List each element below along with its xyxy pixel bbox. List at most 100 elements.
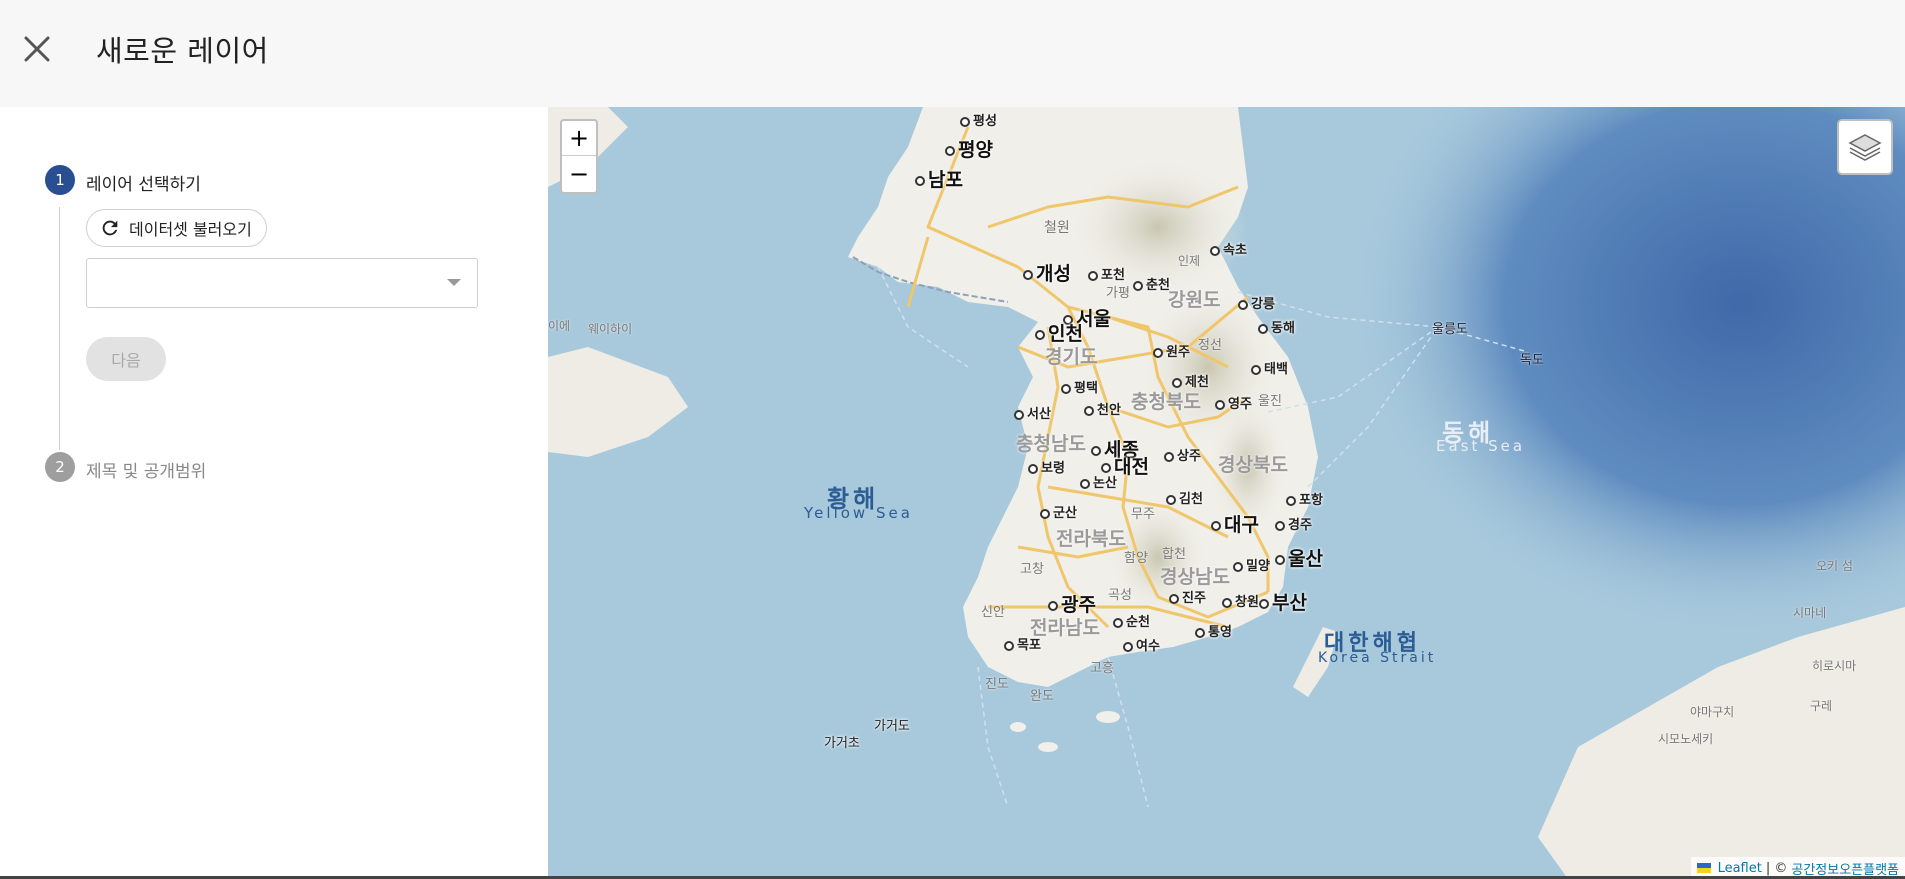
ukraine-flag-icon <box>1696 863 1711 873</box>
map-label: 태백 <box>1251 358 1288 377</box>
step-2-label: 제목 및 공개범위 <box>86 462 207 482</box>
map-label: 인천 <box>1035 319 1083 346</box>
map-label: 고창 <box>1020 562 1044 577</box>
map-label: 평양 <box>945 135 993 162</box>
map-label: 밀양 <box>1233 555 1270 574</box>
map-label: 시모노세키 <box>1658 732 1714 746</box>
map-label: 인제 <box>1178 254 1201 268</box>
load-dataset-label: 데이터셋 불러오기 <box>129 220 252 239</box>
leaflet-link[interactable]: Leaflet <box>1717 860 1762 876</box>
map-label: 남포 <box>915 165 963 192</box>
map-label: 포항 <box>1286 489 1323 508</box>
map-label: 경기도 <box>1045 346 1098 368</box>
map-label: 동해 <box>1442 419 1495 447</box>
step-connector-line <box>59 207 60 450</box>
map-label: 부산 <box>1259 588 1307 615</box>
provider-link[interactable]: 공간정보오픈플랫폼 <box>1791 862 1899 878</box>
step-2-number: 2 <box>45 452 75 482</box>
zoom-out-button[interactable]: − <box>568 159 590 188</box>
map-label: 진주 <box>1169 587 1206 606</box>
step-1-label: 레이어 선택하기 <box>86 175 201 195</box>
map-label: 원주 <box>1153 341 1190 360</box>
map-label: 철원 <box>1044 220 1070 236</box>
map-label: 평성 <box>960 110 997 129</box>
map-label: 대구 <box>1211 510 1259 537</box>
map-label: 충청남도 <box>1016 433 1086 455</box>
map-label: 이에 <box>548 319 571 333</box>
map-label: 서울 <box>1063 304 1111 331</box>
map-label: 개성 <box>1023 259 1071 286</box>
map-label: 가거초 <box>824 736 860 751</box>
map-label: 평택 <box>1061 377 1098 396</box>
map-label: 강릉 <box>1238 293 1275 312</box>
page-title: 새로운 레이어 <box>96 34 269 68</box>
map-label: 가평 <box>1106 286 1130 301</box>
map-label: 경상남도 <box>1160 566 1230 588</box>
map-label: 함양 <box>1124 551 1148 566</box>
map-label: 서산 <box>1014 403 1051 422</box>
map-label: 창원 <box>1222 591 1259 610</box>
map-label: 웨이하이 <box>588 322 633 336</box>
map-label: East Sea <box>1436 437 1526 455</box>
map-label: 가거도 <box>874 719 910 734</box>
map-label: 춘천 <box>1133 274 1170 293</box>
map-label: 울릉도 <box>1432 322 1468 337</box>
map-label: 히로시마 <box>1812 659 1857 673</box>
map-label: 순천 <box>1113 611 1150 630</box>
layer-select[interactable] <box>86 258 478 308</box>
map-attribution: Leaflet | © 공간정보오픈플랫폼 <box>1690 857 1905 879</box>
map-label: 경주 <box>1275 514 1312 533</box>
map-label: 신안 <box>981 605 1005 620</box>
map-label: 속초 <box>1210 239 1247 258</box>
attribution-separator: | © <box>1765 860 1788 876</box>
basemap-image <box>548 107 1905 879</box>
map-view[interactable]: + − 평성 평양 남포 철원 개성 포천 인제 속초 가평 춘천 강원도 강릉… <box>548 107 1905 879</box>
map-label: Yellow Sea <box>804 504 913 522</box>
window-bottom-border <box>0 876 1905 879</box>
map-label: 대전 <box>1101 452 1149 479</box>
map-label: 합천 <box>1162 547 1186 562</box>
layers-icon <box>1848 134 1882 161</box>
next-button[interactable]: 다음 <box>86 337 166 381</box>
map-label: 울진 <box>1258 394 1282 409</box>
map-label: 고흥 <box>1090 661 1114 676</box>
map-label: 제천 <box>1172 371 1209 390</box>
map-label: 무주 <box>1131 507 1155 522</box>
map-label: 황해 <box>827 485 880 513</box>
close-icon <box>24 36 50 62</box>
map-label: 정선 <box>1198 338 1222 353</box>
map-label: 여수 <box>1123 635 1160 654</box>
map-label: 전라북도 <box>1056 528 1126 550</box>
map-label: 독도 <box>1520 353 1544 368</box>
map-label: 군산 <box>1040 502 1077 521</box>
map-label: 논산 <box>1080 472 1117 491</box>
map-label: Korea Strait <box>1318 650 1437 666</box>
map-label: 천안 <box>1084 399 1121 418</box>
map-label: 광주 <box>1048 590 1096 617</box>
map-label: 야마구치 <box>1690 705 1735 719</box>
step-1-number: 1 <box>45 165 75 195</box>
map-label: 울산 <box>1275 544 1323 571</box>
map-label: 보령 <box>1028 457 1065 476</box>
map-label: 오키 섬 <box>1816 559 1853 573</box>
zoom-in-button[interactable]: + <box>562 121 596 156</box>
dropdown-arrow-icon <box>447 279 461 286</box>
map-label: 포천 <box>1088 264 1125 283</box>
map-label: 동해 <box>1258 317 1295 336</box>
wizard-panel: 1 레이어 선택하기 데이터셋 불러오기 다음 2 제목 및 공개범위 <box>0 107 548 879</box>
app-header: 새로운 레이어 <box>0 0 1905 107</box>
close-button[interactable] <box>18 30 58 70</box>
map-label: 상주 <box>1164 445 1201 464</box>
refresh-icon <box>99 217 121 239</box>
map-label: 구레 <box>1810 699 1833 713</box>
map-label: 영주 <box>1215 393 1252 412</box>
layers-control-button[interactable] <box>1837 119 1893 175</box>
zoom-control: + − <box>560 119 598 194</box>
map-label: 김천 <box>1166 488 1203 507</box>
map-label: 통영 <box>1195 621 1232 640</box>
map-label: 목포 <box>1004 634 1041 653</box>
map-label: 전라남도 <box>1030 617 1100 639</box>
map-label: 대한해협 <box>1324 631 1421 656</box>
map-label: 시마네 <box>1793 606 1827 620</box>
load-dataset-button[interactable]: 데이터셋 불러오기 <box>86 209 267 247</box>
